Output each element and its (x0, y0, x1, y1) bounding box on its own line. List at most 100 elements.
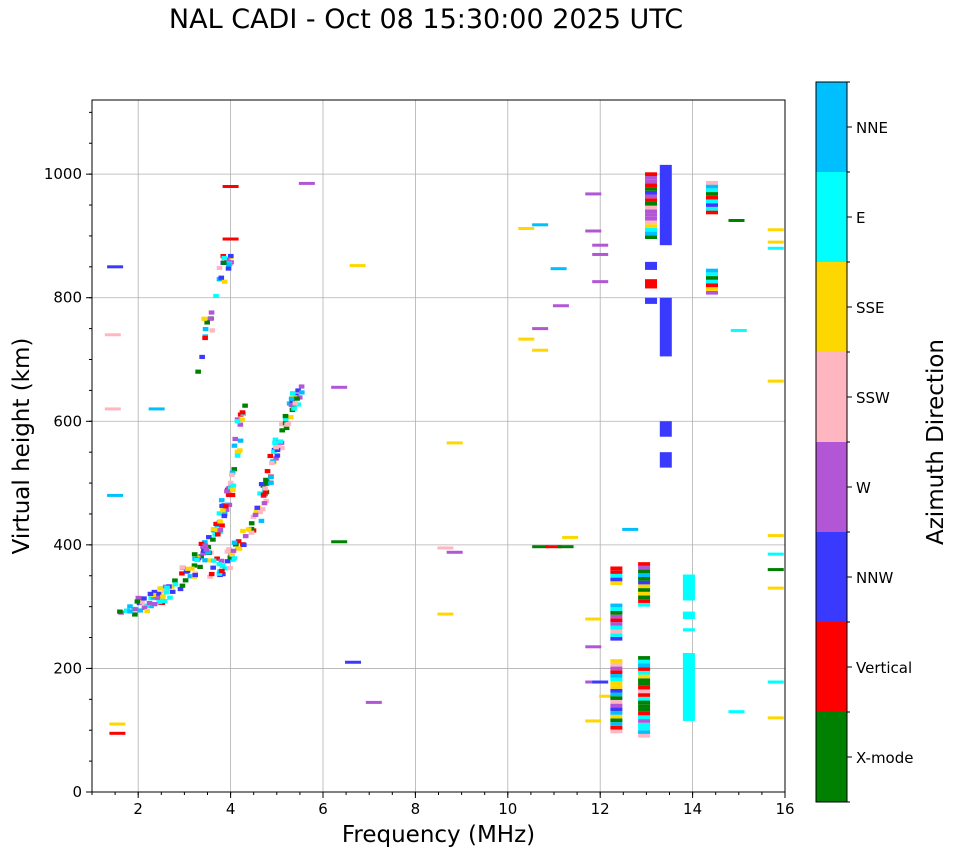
x-tick-label: 12 (591, 800, 610, 818)
column-echo (659, 297, 672, 357)
echo-point (437, 546, 454, 550)
trace-echo (294, 396, 300, 401)
trace-echo (262, 489, 269, 494)
trace-echo (183, 569, 190, 574)
column-echo (706, 272, 719, 277)
trace-echo (157, 586, 163, 591)
trace-echo (218, 498, 225, 503)
colorbar-swatch (816, 172, 847, 262)
column-echo (638, 700, 651, 705)
trace-echo (283, 425, 290, 431)
trace-echo (231, 556, 238, 561)
y-tick-label: 200 (53, 659, 82, 677)
echo-point (585, 719, 602, 723)
trace-echo (227, 565, 233, 571)
echo-point (622, 527, 639, 531)
echo-point (518, 227, 535, 231)
column-echo (638, 704, 651, 708)
trace-echo (220, 508, 226, 513)
trace-echo (295, 402, 301, 407)
column-echo (610, 581, 623, 586)
column-echo (706, 276, 719, 280)
trace-echo (205, 550, 211, 555)
column-echo (659, 452, 672, 468)
trace-echo (222, 504, 229, 509)
trace-echo (279, 428, 286, 433)
trace-echo (210, 537, 216, 542)
column-echo (638, 733, 651, 738)
echo-point (599, 694, 616, 698)
echo-point (148, 407, 165, 411)
echo-point (298, 181, 315, 185)
column-echo (610, 618, 623, 623)
trace-echo (298, 384, 305, 389)
trace-echo (230, 483, 237, 488)
colorbar-tick-label: Vertical (856, 659, 912, 677)
trace-echo (221, 513, 228, 519)
column-echo (706, 195, 719, 200)
column-echo (682, 611, 695, 619)
echo-point (592, 280, 609, 284)
trace-echo (209, 328, 216, 333)
trace-echo (164, 585, 170, 590)
echo-point (109, 731, 126, 735)
column-echo (638, 682, 651, 686)
trace-echo (225, 266, 232, 271)
trace-echo (214, 556, 220, 561)
trace-echo (217, 519, 223, 524)
column-echo (638, 667, 651, 671)
trace-echo (248, 530, 255, 535)
x-tick-label: 4 (226, 800, 236, 818)
column-echo (638, 569, 651, 574)
column-echo (645, 198, 658, 202)
trace-echo (239, 410, 246, 415)
column-echo (706, 203, 719, 207)
trace-echo (282, 413, 289, 419)
echo-point (557, 545, 574, 549)
column-echo (645, 187, 658, 191)
trace-echo (272, 440, 278, 445)
trace-echo (288, 402, 295, 408)
column-echo (638, 659, 651, 664)
trace-echo (144, 603, 150, 608)
echo-point (532, 223, 549, 227)
colorbar-frame (815, 81, 848, 803)
colorbar: X-mode Vertical NNW W SSW SSE E NNE (815, 81, 913, 803)
colorbar-swatch (816, 442, 847, 532)
x-tick-label: 10 (498, 800, 517, 818)
column-echo (610, 666, 623, 671)
echo-point (585, 192, 602, 196)
column-echo (682, 652, 695, 721)
trace-echo (137, 608, 143, 613)
column-echo (638, 663, 651, 668)
trace-echo (234, 449, 241, 454)
trace-echo (210, 565, 216, 570)
trace-echo (124, 608, 130, 613)
column-echo (645, 205, 658, 210)
echo-point (585, 645, 602, 649)
trace-echo (239, 417, 245, 423)
trace-echo (254, 505, 261, 510)
trace-echo (230, 548, 237, 553)
column-echo (706, 279, 719, 284)
trace-echo (139, 600, 145, 605)
trace-echo (264, 469, 271, 474)
trace-echo (222, 566, 228, 571)
trace-echo (229, 470, 236, 475)
column-echo (610, 673, 623, 678)
column-echo (610, 729, 623, 734)
colorbar-swatch (816, 532, 847, 622)
trace-echo (295, 388, 301, 393)
trace-echo (229, 492, 236, 498)
trace-echo (144, 609, 151, 614)
echo-point (532, 545, 549, 549)
trace-echo (146, 600, 153, 606)
echo-point (107, 493, 124, 497)
colorbar-label: Azimuth Direction (923, 339, 949, 545)
trace-echo (221, 255, 228, 261)
column-echo (610, 622, 623, 626)
trace-echo (182, 578, 189, 583)
echo-point (585, 229, 602, 233)
trace-echo (273, 456, 279, 461)
column-echo (645, 213, 658, 217)
